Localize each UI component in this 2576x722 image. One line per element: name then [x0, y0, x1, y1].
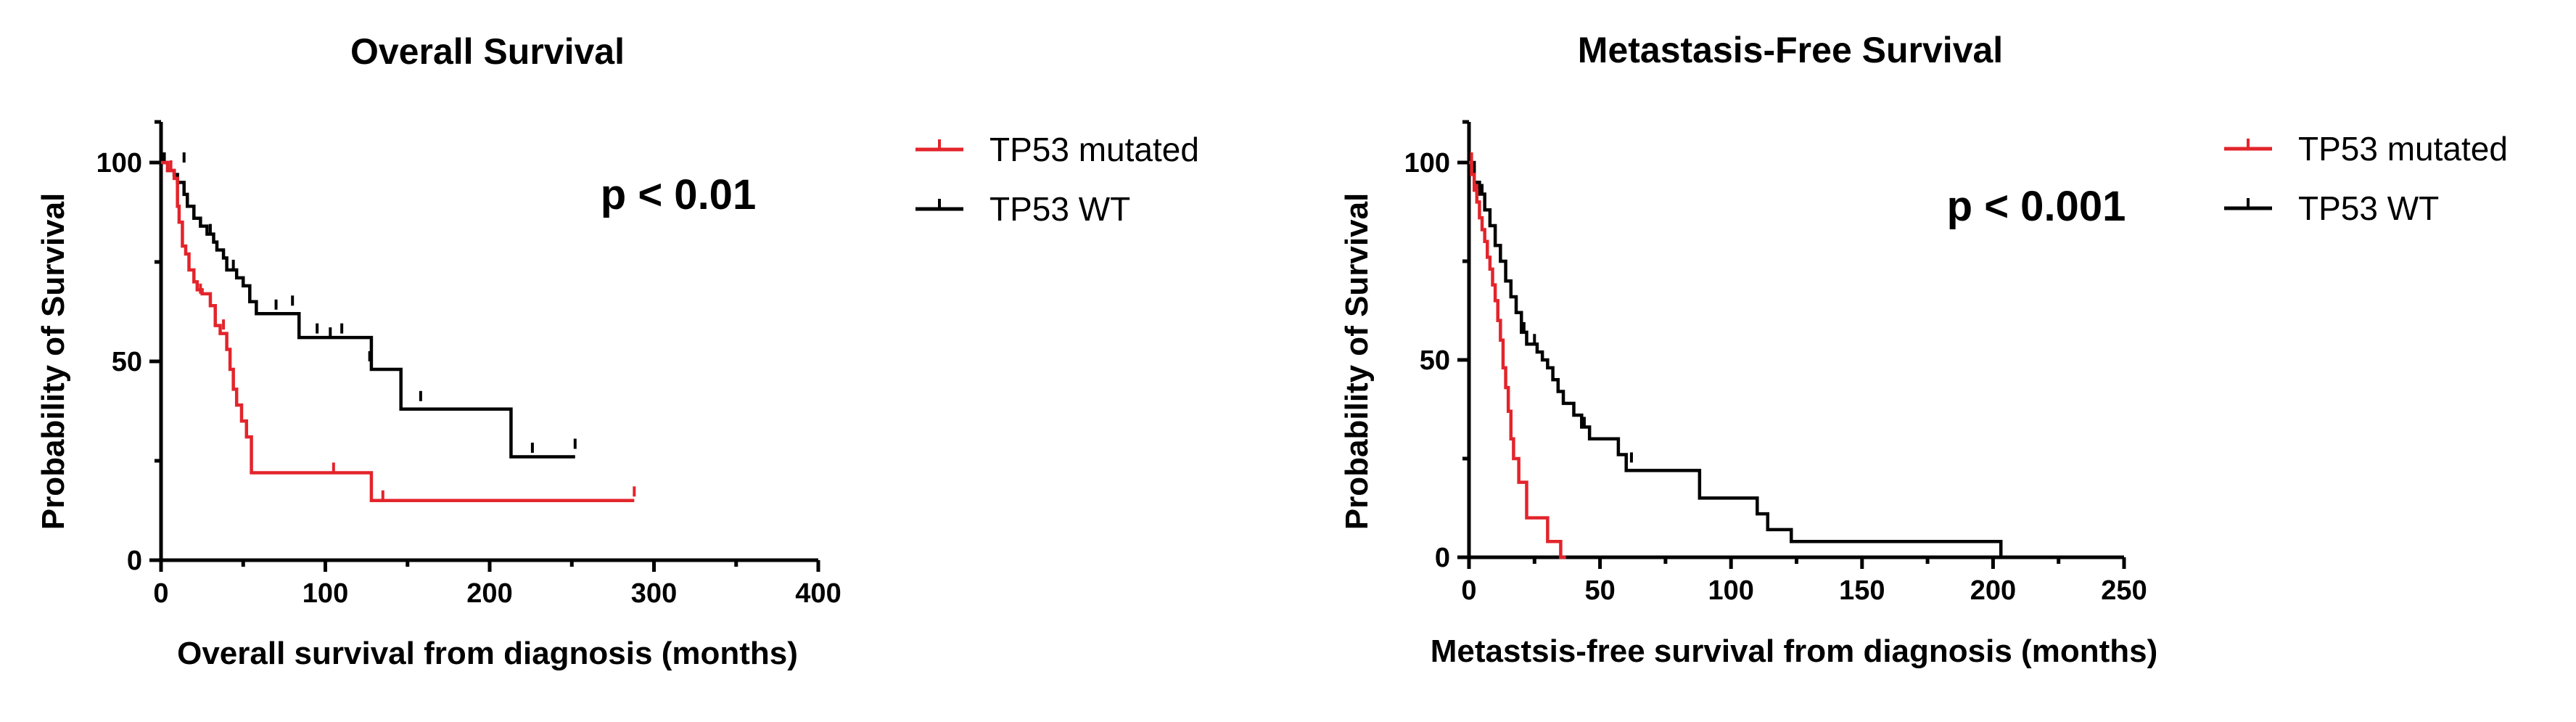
y-tick-label: 50 — [112, 347, 142, 377]
plot-area — [161, 152, 636, 503]
legend: TP53 mutated TP53 WT — [915, 131, 1199, 228]
x-tick-label: 100 — [303, 578, 348, 609]
plot-area — [1469, 152, 2003, 559]
y-tick-label: 50 — [1420, 345, 1450, 376]
legend: TP53 mutated TP53 WT — [2224, 130, 2508, 227]
x-tick-label: 150 — [1839, 575, 1885, 606]
x-tick-label: 100 — [1708, 575, 1753, 606]
legend-item-mutated: TP53 mutated — [2224, 130, 2508, 168]
legend-item-wt: TP53 WT — [2224, 189, 2439, 227]
legend-item-mutated: TP53 mutated — [915, 131, 1199, 168]
legend-label: TP53 WT — [989, 190, 1130, 228]
y-axis-label: Probability of Survival — [36, 193, 71, 530]
x-tick-label: 200 — [466, 578, 512, 609]
p-value-annotation: p < 0.001 — [1947, 183, 2126, 230]
km-curve-tp53-wt — [1469, 160, 2003, 557]
legend-item-wt: TP53 WT — [915, 190, 1130, 228]
x-tick-label: 0 — [153, 578, 168, 609]
legend-label: TP53 mutated — [989, 131, 1199, 168]
chart-title: Overall Survival — [350, 31, 625, 72]
y-tick-label: 0 — [127, 546, 142, 576]
x-tick-label: 250 — [2101, 575, 2147, 606]
x-tick-label: 50 — [1584, 575, 1615, 606]
y-tick-label: 0 — [1435, 543, 1450, 573]
km-curve-tp53-wt — [161, 160, 575, 459]
y-tick-label: 100 — [1404, 148, 1450, 179]
x-tick-label: 400 — [795, 578, 841, 609]
km-curve-tp53-mutated — [1469, 160, 1566, 559]
p-value-annotation: p < 0.01 — [601, 171, 756, 218]
x-tick-label: 300 — [631, 578, 677, 609]
y-tick-label: 100 — [96, 148, 142, 179]
x-axis-label: Metastsis-free survival from diagnosis (… — [1431, 633, 2157, 669]
x-tick-label: 200 — [1970, 575, 2016, 606]
chart-metastasis-free-survival: Metastasis-Free Survival Probability of … — [1339, 30, 2508, 669]
legend-label: TP53 mutated — [2298, 130, 2508, 168]
legend-label: TP53 WT — [2298, 189, 2439, 227]
axes: 0 50 100 0 100 200 300 400 — [96, 120, 841, 609]
km-curve-tp53-mutated — [161, 160, 635, 503]
chart-overall-survival: Overall Survival Probability of Survival… — [36, 31, 1199, 671]
axes: 0 50 100 0 50 100 150 200 250 — [1404, 120, 2147, 606]
x-axis-label: Overall survival from diagnosis (months) — [177, 636, 798, 671]
y-axis-label: Probability of Survival — [1339, 193, 1375, 530]
x-tick-label: 0 — [1461, 575, 1476, 606]
chart-title: Metastasis-Free Survival — [1578, 30, 2003, 70]
